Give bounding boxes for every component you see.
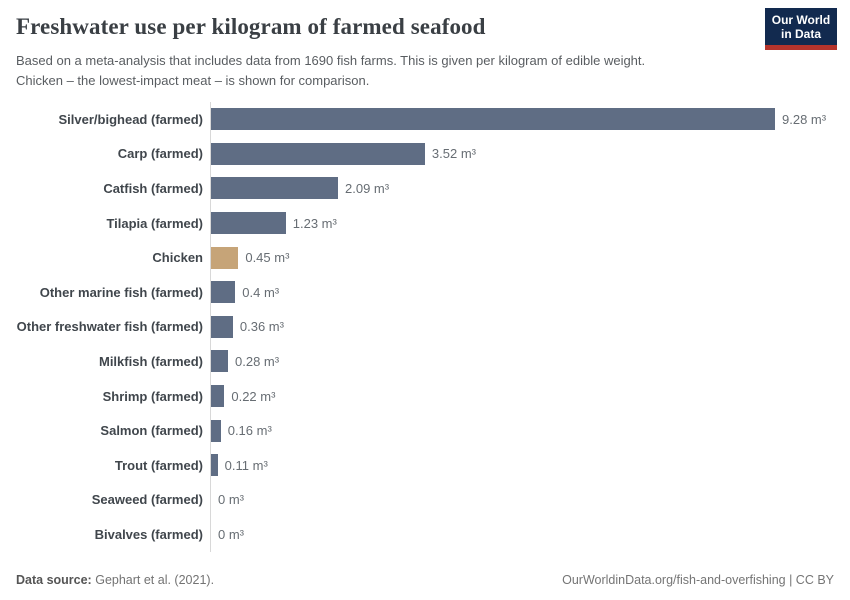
chart-footer: Data source: Gephart et al. (2021). OurW… <box>16 573 834 587</box>
bar-row: Shrimp (farmed) 0.22 m³ <box>0 378 850 414</box>
category-label: Other marine fish (farmed) <box>39 284 203 300</box>
category-label: Silver/bighead (farmed) <box>58 111 203 127</box>
data-source: Data source: Gephart et al. (2021). <box>16 573 214 587</box>
value-label: 0.4 m³ <box>242 284 280 300</box>
category-label: Bivalves (farmed) <box>94 526 203 542</box>
bar[interactable] <box>211 350 229 373</box>
bar-track: 0 m³ <box>210 517 850 552</box>
chart-title: Freshwater use per kilogram of farmed se… <box>16 14 486 39</box>
bar-track: 0.11 m³ <box>210 447 850 483</box>
value-label: 0.22 m³ <box>231 388 276 404</box>
bar[interactable] <box>211 177 339 200</box>
category-label: Salmon (farmed) <box>100 423 203 439</box>
bar[interactable] <box>211 142 425 165</box>
category-label: Trout (farmed) <box>114 457 203 473</box>
owid-logo-line-2: in Data <box>780 27 821 41</box>
bar-row: Carp (farmed) 3.52 m³ <box>0 136 850 172</box>
value-label: 2.09 m³ <box>345 180 390 196</box>
value-label: 1.23 m³ <box>292 215 337 231</box>
category-label: Chicken <box>152 250 203 266</box>
bar[interactable] <box>211 315 233 338</box>
bar-track: 3.52 m³ <box>210 136 850 172</box>
bar-row: Silver/bighead (farmed) 9.28 m³ <box>0 102 850 137</box>
bar-row: Tilapia (farmed) 1.23 m³ <box>0 205 850 241</box>
value-label: 9.28 m³ <box>782 111 827 127</box>
bar-row: Milkfish (farmed) 0.28 m³ <box>0 344 850 379</box>
attribution-link[interactable]: OurWorldinData.org/fish-and-overfishing … <box>562 573 834 587</box>
bar-track: 0.28 m³ <box>210 344 850 379</box>
bar[interactable] <box>211 108 775 131</box>
value-label: 0.45 m³ <box>245 250 290 266</box>
data-source-value: Gephart et al. (2021). <box>95 573 215 587</box>
bar[interactable] <box>211 212 286 235</box>
bar-row: Other marine fish (farmed) 0.4 m³ <box>0 274 850 310</box>
data-source-label: Data source: <box>16 573 92 587</box>
bar-track: 1.23 m³ <box>210 205 850 241</box>
category-label: Shrimp (farmed) <box>102 388 203 404</box>
bar-track: 0.4 m³ <box>210 274 850 310</box>
owid-logo[interactable]: Our World in Data <box>765 8 837 50</box>
value-label: 0 m³ <box>218 526 244 542</box>
chart-subtitle: Based on a meta-analysis that includes d… <box>16 51 756 91</box>
bar[interactable] <box>211 385 225 408</box>
bar-track: 0.45 m³ <box>210 240 850 275</box>
bar-track: 0.22 m³ <box>210 378 850 414</box>
owid-logo-line-1: Our World <box>771 13 831 27</box>
bar-track: 0.36 m³ <box>210 309 850 345</box>
value-label: 0 m³ <box>218 492 244 508</box>
category-label: Other freshwater fish (farmed) <box>16 319 203 335</box>
chart-header: Freshwater use per kilogram of farmed se… <box>0 0 850 91</box>
value-label: 0.11 m³ <box>224 457 268 473</box>
bar[interactable] <box>211 281 236 304</box>
subtitle-line-2: Chicken – the lowest-impact meat – is sh… <box>16 73 370 88</box>
value-label: 0.36 m³ <box>239 319 284 335</box>
category-label: Seaweed (farmed) <box>91 492 203 508</box>
bar-track: 2.09 m³ <box>210 171 850 206</box>
category-label: Milkfish (farmed) <box>98 353 203 369</box>
bar-row: Salmon (farmed) 0.16 m³ <box>0 413 850 448</box>
bar-track: 0 m³ <box>210 482 850 518</box>
bar-row: Bivalves (farmed) 0 m³ <box>0 517 850 552</box>
bar[interactable] <box>211 246 239 269</box>
bar-row: Seaweed (farmed) 0 m³ <box>0 482 850 518</box>
category-label: Catfish (farmed) <box>103 180 203 196</box>
category-label: Carp (farmed) <box>117 146 203 162</box>
bar-row: Trout (farmed) 0.11 m³ <box>0 447 850 483</box>
value-label: 3.52 m³ <box>431 146 476 162</box>
bar-track: 9.28 m³ <box>210 102 850 137</box>
bar-row: Other freshwater fish (farmed) 0.36 m³ <box>0 309 850 345</box>
category-label: Tilapia (farmed) <box>106 215 203 231</box>
bar-row: Catfish (farmed) 2.09 m³ <box>0 171 850 206</box>
bar[interactable] <box>211 419 221 442</box>
bar-track: 0.16 m³ <box>210 413 850 448</box>
bar-chart: Silver/bighead (farmed) 9.28 m³ Carp (fa… <box>0 102 850 552</box>
subtitle-line-1: Based on a meta-analysis that includes d… <box>16 53 646 68</box>
bar-row: Chicken 0.45 m³ <box>0 240 850 275</box>
value-label: 0.28 m³ <box>235 353 280 369</box>
bar[interactable] <box>211 454 218 477</box>
value-label: 0.16 m³ <box>227 423 272 439</box>
